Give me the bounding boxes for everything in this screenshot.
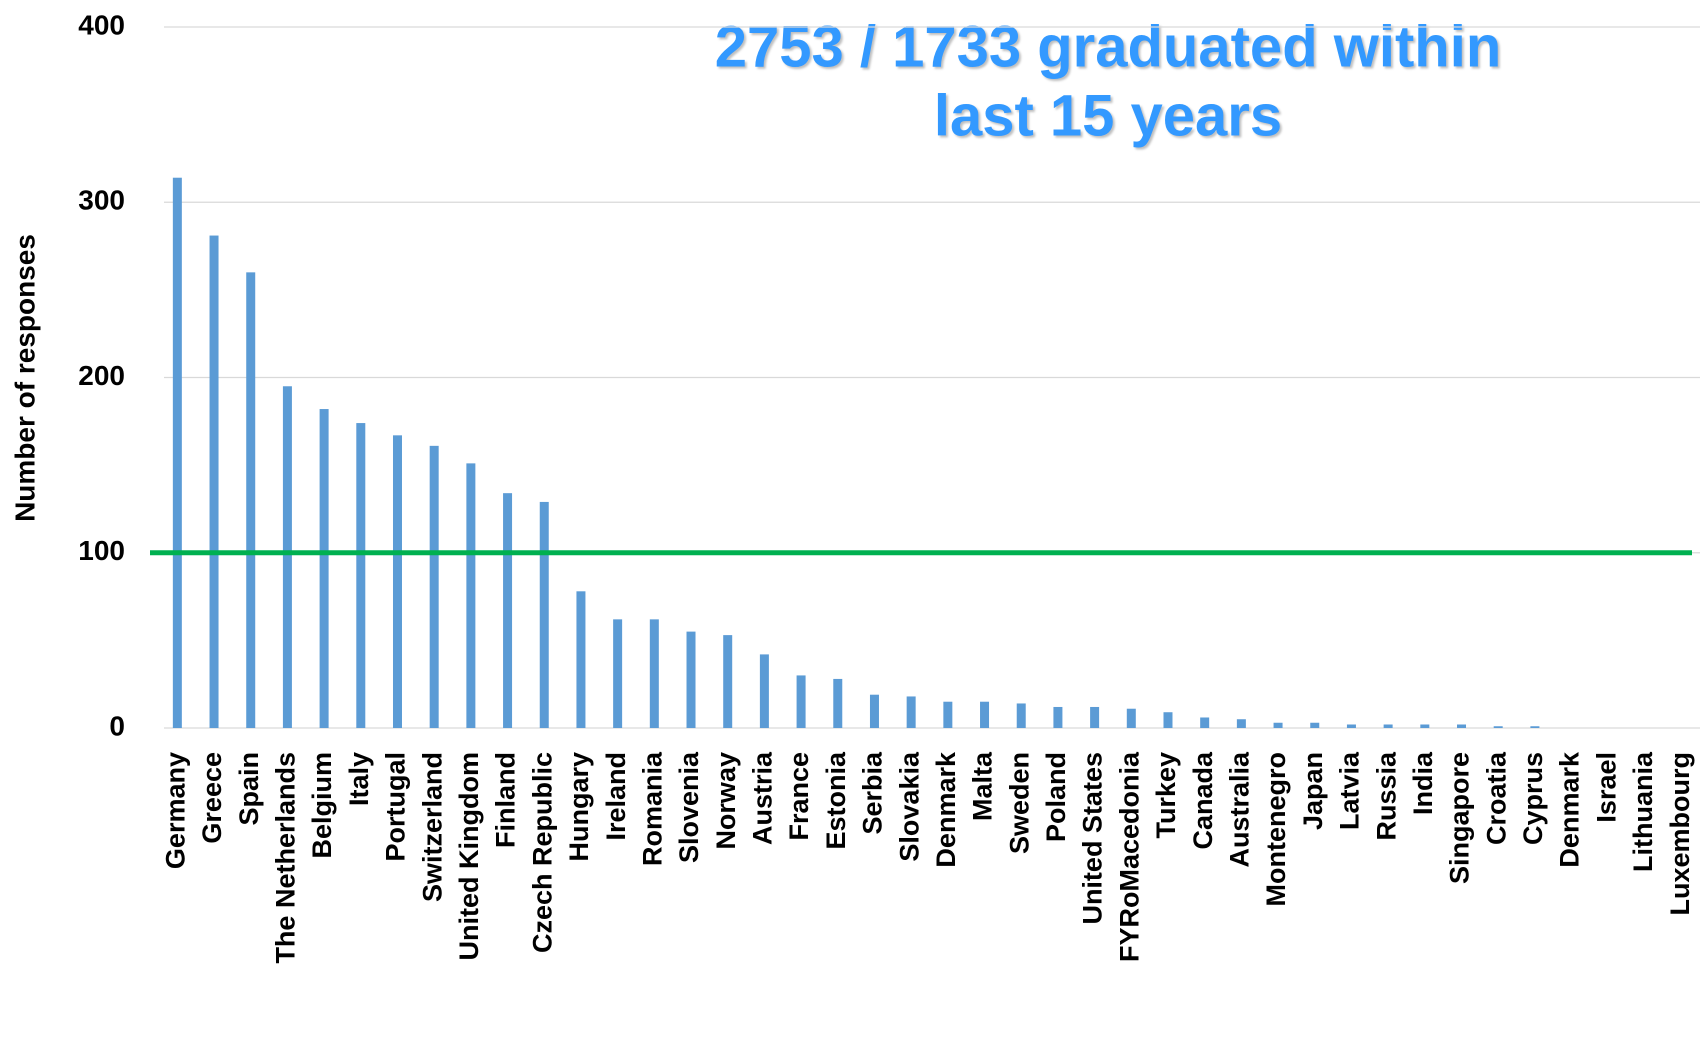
bar: [503, 493, 513, 728]
bar: [1016, 703, 1026, 728]
bar: [943, 701, 953, 728]
x-tick-label: Belgium: [307, 752, 337, 859]
x-tick-label: Portugal: [381, 752, 411, 862]
bar: [576, 591, 586, 728]
x-tick-label: Sweden: [1004, 752, 1034, 854]
bar: [1530, 726, 1540, 728]
bar: [613, 619, 623, 728]
annotation-title: 2753 / 1733 graduated within: [715, 14, 1502, 79]
x-tick-label: Ireland: [601, 752, 631, 841]
x-tick-label: Luxembourg: [1665, 752, 1695, 916]
x-tick-label: Poland: [1041, 752, 1071, 842]
bar: [539, 501, 549, 728]
x-tick-label: Romania: [637, 751, 667, 866]
x-tick-label: Slovakia: [894, 751, 924, 862]
y-tick-label: 0: [109, 710, 125, 741]
bar: [1457, 724, 1467, 728]
bar: [1090, 706, 1100, 728]
x-tick-label: Turkey: [1151, 752, 1181, 839]
x-tick-label: Norway: [711, 752, 741, 850]
bar: [869, 694, 879, 728]
x-tick-label: The Netherlands: [271, 752, 301, 964]
bar: [282, 386, 292, 728]
x-tick-label: Switzerland: [417, 752, 447, 902]
x-tick-label: Austria: [748, 751, 778, 845]
bar: [906, 696, 916, 728]
bar: [429, 445, 439, 728]
bar: [723, 635, 733, 728]
bar: [796, 675, 806, 728]
bar: [1236, 719, 1246, 728]
bar: [356, 423, 366, 728]
bar: [466, 463, 476, 728]
bar: [1126, 708, 1136, 728]
bar: [649, 619, 659, 728]
x-tick-label: Croatia: [1481, 751, 1511, 845]
bar: [246, 272, 256, 728]
y-tick-label: 200: [78, 360, 125, 391]
y-tick-label: 100: [78, 535, 125, 566]
x-tick-label: Hungary: [564, 752, 594, 862]
bar: [1420, 724, 1430, 728]
x-tick-label: Finland: [491, 752, 521, 848]
x-tick-label: Israel: [1591, 752, 1621, 823]
bar: [319, 409, 329, 728]
x-tick-label: Estonia: [821, 751, 851, 850]
x-tick-label: FYRoMacedonia: [1114, 751, 1144, 962]
bar: [1273, 722, 1283, 728]
y-tick-label: 400: [78, 9, 125, 40]
bar: [1200, 717, 1210, 728]
x-tick-label: Australia: [1224, 751, 1254, 868]
bar: [1493, 726, 1503, 728]
x-tick-label: Greece: [197, 752, 227, 844]
x-tick-label: Malta: [968, 751, 998, 821]
x-tick-label: Japan: [1298, 752, 1328, 830]
x-tick-label: Cyprus: [1518, 752, 1548, 845]
x-tick-label: Canada: [1188, 751, 1218, 850]
x-tick-label: Germany: [160, 752, 190, 869]
bar: [833, 678, 843, 728]
bar: [1053, 706, 1063, 728]
y-axis-label: Number of responses: [9, 234, 40, 522]
x-tick-label: Denmark: [931, 751, 961, 868]
bar: [172, 177, 182, 729]
x-tick-label: United Kingdom: [454, 752, 484, 960]
x-tick-label: Czech Republic: [527, 752, 557, 953]
annotation-title: last 15 years: [934, 83, 1282, 148]
x-tick-label: Russia: [1371, 751, 1401, 841]
bar: [1346, 724, 1356, 728]
x-tick-label: Lithuania: [1628, 751, 1658, 872]
bar: [1310, 722, 1320, 728]
bar: [980, 701, 990, 728]
x-tick-label: Spain: [234, 752, 264, 826]
x-tick-label: Denmark: [1555, 751, 1585, 868]
y-tick-label: 300: [78, 185, 125, 216]
x-tick-label: Montenegro: [1261, 752, 1291, 907]
x-tick-label: Slovenia: [674, 751, 704, 863]
bar: [759, 654, 769, 728]
x-tick-label: Serbia: [858, 751, 888, 835]
bar: [686, 631, 696, 728]
x-tick-label: France: [784, 752, 814, 841]
bar: [1163, 712, 1173, 728]
x-tick-label: United States: [1078, 752, 1108, 925]
x-tick-label: Singapore: [1445, 752, 1475, 884]
bar: [392, 435, 402, 728]
x-tick-label: Italy: [344, 752, 374, 806]
x-tick-label: India: [1408, 751, 1438, 815]
bar: [209, 235, 219, 729]
x-tick-label: Latvia: [1335, 751, 1365, 830]
bar: [1383, 724, 1393, 728]
